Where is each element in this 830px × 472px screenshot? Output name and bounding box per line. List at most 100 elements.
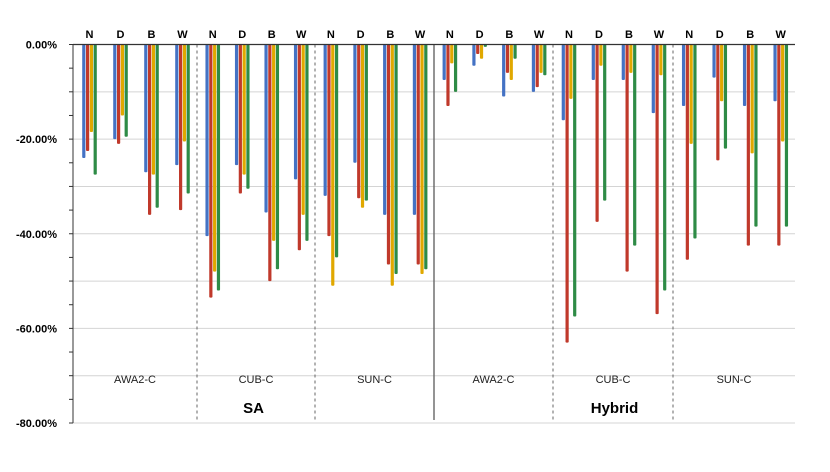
category-label: B (386, 29, 394, 41)
bar-N (323, 44, 327, 196)
bar-B (689, 44, 693, 144)
bar-W (693, 44, 697, 239)
bar-B (479, 44, 484, 59)
bar-D (535, 44, 539, 88)
bar-N (442, 44, 446, 80)
category-label: B (148, 29, 156, 41)
bar-B (213, 44, 217, 272)
category-label: W (534, 29, 545, 41)
bar-N (144, 44, 148, 173)
category-label: D (476, 29, 484, 41)
bar-D (148, 44, 152, 215)
bar-N (264, 44, 268, 213)
category-label: N (565, 29, 573, 41)
bar-B (331, 44, 335, 286)
category-label: D (117, 29, 125, 41)
bar-W (543, 44, 547, 76)
bar-B (242, 44, 246, 175)
bar-W (723, 44, 728, 149)
bar-W (754, 44, 758, 227)
bar-N (502, 44, 506, 97)
bar-W (246, 44, 250, 189)
bar-D (685, 44, 689, 260)
category-label: N (86, 29, 94, 41)
bar-W (453, 44, 458, 92)
category-label: D (238, 29, 246, 41)
bar-N (681, 44, 686, 107)
bar-D (117, 44, 121, 144)
category-label: B (505, 29, 513, 41)
bar-B (750, 44, 754, 154)
bar-D (86, 44, 90, 151)
bar-B (272, 44, 276, 241)
dataset-label: SUN-C (717, 374, 752, 386)
bar-D (327, 44, 331, 237)
bar-D (238, 44, 242, 194)
bar-N (113, 44, 117, 140)
bar-D (416, 44, 420, 265)
bar-B (420, 44, 424, 274)
bar-N (234, 44, 239, 166)
bar-D (746, 44, 750, 246)
category-label: N (685, 29, 693, 41)
dataset-label: CUB-C (596, 374, 631, 386)
bar-B (569, 44, 573, 99)
category-label: W (415, 29, 426, 41)
bar-N (205, 44, 209, 237)
category-label: W (177, 29, 188, 41)
bar-W (573, 44, 577, 317)
bar-N (651, 44, 655, 114)
bar-W (663, 44, 667, 291)
category-label: N (209, 29, 217, 41)
bar-D (716, 44, 720, 161)
bar-D (505, 44, 510, 73)
bar-D (179, 44, 183, 211)
bar-D (357, 44, 361, 199)
bar-B (360, 44, 365, 208)
bar-N (383, 44, 387, 215)
category-label: B (268, 29, 276, 41)
bar-W (216, 44, 221, 291)
bar-D (297, 44, 301, 251)
bar-B (151, 44, 155, 175)
bar-D (625, 44, 629, 272)
bar-N (412, 44, 417, 215)
bar-B (629, 44, 633, 73)
bar-N (472, 44, 476, 66)
bar-W (603, 44, 607, 201)
bar-W (305, 44, 309, 241)
dataset-label: CUB-C (239, 374, 274, 386)
category-label: D (716, 29, 724, 41)
category-label: W (654, 29, 665, 41)
y-tick-label: -20.00% (16, 134, 57, 146)
bar-B (781, 44, 785, 142)
bar-W (784, 44, 789, 227)
dataset-label: AWA2-C (114, 374, 156, 386)
dataset-label: AWA2-C (473, 374, 515, 386)
y-tick-label: 0.00% (26, 40, 57, 52)
bar-B (301, 44, 305, 215)
dataset-label: SUN-C (357, 374, 392, 386)
y-tick-label: -80.00% (16, 418, 57, 430)
bar-N (353, 44, 357, 163)
bar-N (531, 44, 536, 92)
category-label: B (625, 29, 633, 41)
group-label: SA (243, 400, 264, 417)
category-label: D (357, 29, 365, 41)
bar-B (450, 44, 454, 64)
bar-D (386, 44, 391, 265)
bar-W (155, 44, 159, 208)
bar-D (777, 44, 781, 246)
bar-D (655, 44, 659, 315)
bar-W (334, 44, 339, 258)
y-tick-label: -60.00% (16, 323, 57, 335)
category-label: N (327, 29, 335, 41)
bar-N (293, 44, 298, 180)
bar-D (476, 44, 480, 54)
bar-N (773, 44, 777, 102)
bar-N (175, 44, 179, 166)
y-tick-label: -40.00% (16, 229, 57, 241)
bar-W (513, 44, 517, 59)
